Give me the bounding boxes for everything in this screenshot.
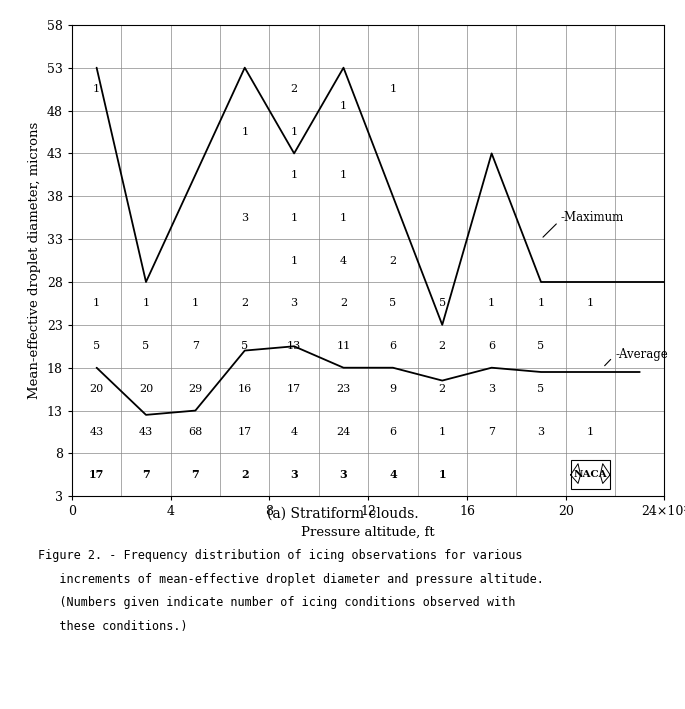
Text: 6: 6: [389, 427, 397, 437]
Text: 13: 13: [287, 341, 301, 351]
Text: 3: 3: [290, 469, 298, 481]
Text: 43: 43: [139, 427, 153, 437]
Text: 1: 1: [290, 170, 298, 180]
Text: 2: 2: [241, 469, 249, 481]
Text: 5: 5: [389, 298, 397, 308]
Text: 1: 1: [587, 427, 594, 437]
Text: 29: 29: [188, 384, 203, 394]
Text: 4: 4: [389, 469, 397, 481]
FancyBboxPatch shape: [571, 460, 610, 489]
Text: 3: 3: [340, 469, 347, 481]
Text: 1: 1: [241, 127, 248, 137]
Text: (a) Stratiform clouds.: (a) Stratiform clouds.: [266, 507, 419, 521]
Text: 11: 11: [336, 341, 351, 351]
Text: 5: 5: [538, 384, 545, 394]
Text: 1: 1: [340, 101, 347, 111]
Text: 6: 6: [488, 341, 495, 351]
Text: 3: 3: [241, 213, 248, 223]
Text: 1: 1: [290, 127, 298, 137]
Text: 2: 2: [290, 84, 298, 94]
Text: 7: 7: [192, 469, 199, 481]
Text: 5: 5: [438, 298, 446, 308]
Text: 2: 2: [438, 384, 446, 394]
Text: 5: 5: [538, 341, 545, 351]
Text: 7: 7: [488, 427, 495, 437]
Text: 2: 2: [389, 255, 397, 266]
Text: 20: 20: [90, 384, 103, 394]
Text: NACA: NACA: [573, 470, 607, 479]
Text: 23: 23: [336, 384, 351, 394]
Text: 1: 1: [488, 298, 495, 308]
Text: 1: 1: [93, 84, 100, 94]
Text: 4: 4: [290, 427, 298, 437]
Text: 1: 1: [142, 298, 149, 308]
Text: 1: 1: [538, 298, 545, 308]
Text: 1: 1: [438, 427, 446, 437]
Text: 1: 1: [290, 255, 298, 266]
Text: 1: 1: [340, 170, 347, 180]
Text: 3: 3: [538, 427, 545, 437]
Text: 16: 16: [238, 384, 252, 394]
Text: 7: 7: [142, 469, 150, 481]
Text: 2: 2: [340, 298, 347, 308]
Text: 1: 1: [587, 298, 594, 308]
Text: 17: 17: [238, 427, 252, 437]
Text: 5: 5: [142, 341, 149, 351]
Text: 1: 1: [192, 298, 199, 308]
Text: 17: 17: [89, 469, 104, 481]
Text: 2: 2: [241, 298, 248, 308]
Text: 43: 43: [90, 427, 103, 437]
Text: 1: 1: [389, 84, 397, 94]
Text: 6: 6: [389, 341, 397, 351]
Text: -Average: -Average: [615, 348, 668, 362]
Text: 9: 9: [389, 384, 397, 394]
Text: increments of mean-effective droplet diameter and pressure altitude.: increments of mean-effective droplet dia…: [38, 573, 544, 586]
Text: (Numbers given indicate number of icing conditions observed with: (Numbers given indicate number of icing …: [38, 596, 515, 609]
Text: 1: 1: [438, 469, 446, 481]
Text: these conditions.): these conditions.): [38, 620, 187, 632]
Text: 5: 5: [241, 341, 248, 351]
Text: 3: 3: [488, 384, 495, 394]
Text: 1: 1: [93, 298, 100, 308]
X-axis label: Pressure altitude, ft: Pressure altitude, ft: [301, 525, 435, 538]
Text: Figure 2. - Frequency distribution of icing observations for various: Figure 2. - Frequency distribution of ic…: [38, 549, 522, 562]
Text: -Maximum: -Maximum: [561, 211, 624, 224]
Text: 5: 5: [93, 341, 100, 351]
Text: 4: 4: [340, 255, 347, 266]
Text: 68: 68: [188, 427, 203, 437]
Text: 17: 17: [287, 384, 301, 394]
Text: 20: 20: [139, 384, 153, 394]
Text: 2: 2: [438, 341, 446, 351]
Text: 1: 1: [290, 213, 298, 223]
Text: 3: 3: [290, 298, 298, 308]
Text: 1: 1: [340, 213, 347, 223]
Y-axis label: Mean-effective droplet diameter, microns: Mean-effective droplet diameter, microns: [28, 122, 41, 399]
Text: 24: 24: [336, 427, 351, 437]
Text: 7: 7: [192, 341, 199, 351]
